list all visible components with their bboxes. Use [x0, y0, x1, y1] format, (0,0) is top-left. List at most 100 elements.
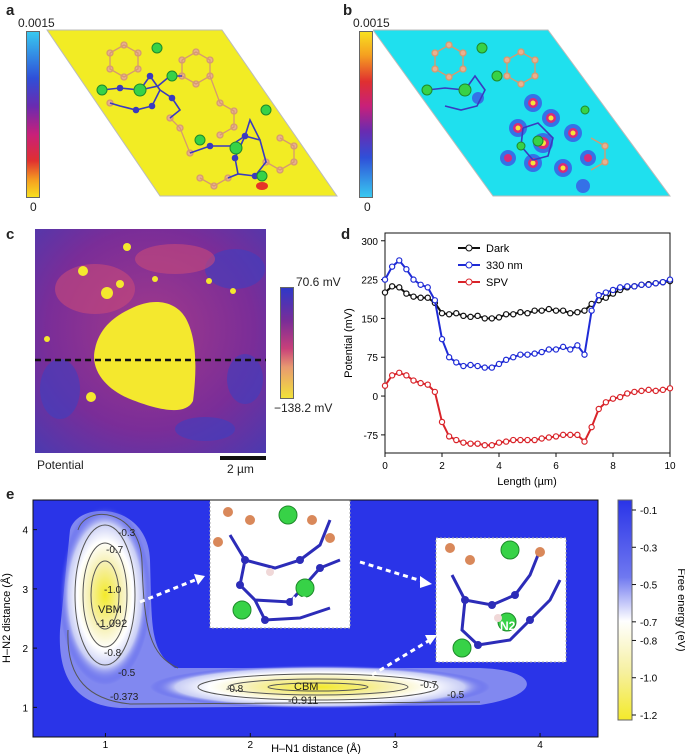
data-point — [403, 266, 410, 273]
data-point — [502, 438, 510, 445]
y-tick-label-d: 0 — [372, 392, 378, 403]
x-tick-label-e: 1 — [103, 740, 109, 751]
colorbar-tick-label-e: -0.3 — [640, 543, 658, 554]
data-point — [552, 307, 560, 314]
data-point — [396, 257, 403, 264]
svg-text:-0.5: -0.5 — [447, 690, 465, 701]
svg-text:-0.7: -0.7 — [106, 545, 124, 556]
data-point — [588, 307, 595, 314]
data-point — [431, 297, 439, 304]
data-point — [574, 431, 581, 439]
data-point — [666, 385, 674, 392]
data-point — [410, 276, 417, 283]
data-point — [595, 405, 602, 413]
data-point — [581, 351, 588, 358]
colorbar-a-max: 0.0015 — [18, 16, 55, 30]
data-point — [488, 364, 496, 371]
data-point — [517, 351, 524, 358]
colorbar-c — [280, 287, 294, 399]
data-point — [403, 290, 410, 297]
x-tick-label-d: 8 — [610, 461, 616, 472]
vbm-value: -1.092 — [96, 618, 127, 630]
svg-text:-0.8: -0.8 — [226, 684, 244, 695]
data-point — [467, 361, 474, 369]
svg-text:-0.8: -0.8 — [104, 648, 122, 659]
y-axis-label-e: H–N2 distance (Å) — [0, 573, 13, 663]
data-point — [424, 294, 431, 301]
charge-density-map-a — [46, 29, 338, 197]
data-point — [652, 387, 659, 395]
data-point — [595, 291, 602, 299]
data-point — [559, 307, 567, 314]
legend-330nm: 330 nm — [486, 260, 523, 272]
x-tick-label-e: 2 — [248, 740, 254, 751]
inset-right-n1: N1 — [466, 603, 482, 617]
data-point — [602, 289, 610, 296]
legend-d: Dark 330 nm SPV — [458, 243, 523, 289]
data-point — [559, 343, 567, 351]
colorbar-a — [26, 31, 40, 198]
panel-label-e: e — [6, 486, 15, 503]
y-tick-label-d: 300 — [361, 237, 378, 248]
x-tick-label-e: 4 — [537, 740, 543, 751]
colorbar-e — [617, 499, 633, 721]
x-axis-label-d: Length (µm) — [497, 476, 557, 488]
x-tick-label-e: 3 — [392, 740, 398, 751]
data-point — [545, 305, 553, 313]
inset-left-n2: N2 — [292, 594, 308, 608]
data-point — [403, 372, 410, 379]
inset-right-n2: N2 — [500, 619, 516, 633]
data-point — [517, 308, 524, 316]
cbm-label: CBM — [294, 681, 318, 693]
data-point — [524, 310, 531, 317]
data-point — [510, 311, 517, 318]
charge-density-map-b — [373, 29, 671, 197]
colorbar-tick-label-e: -1.2 — [640, 711, 658, 722]
data-point — [474, 362, 481, 370]
data-point — [438, 310, 446, 317]
contour-lines — [67, 514, 481, 705]
svg-text:-0.5: -0.5 — [118, 668, 136, 679]
data-point — [552, 346, 560, 353]
colorbar-b — [359, 31, 373, 198]
data-point — [602, 294, 610, 301]
x-tick-label-d: 10 — [664, 461, 676, 472]
data-point — [381, 289, 389, 296]
data-point — [417, 281, 424, 288]
data-point — [538, 435, 545, 442]
data-point — [474, 440, 481, 447]
data-point — [616, 284, 624, 291]
data-point — [460, 439, 467, 446]
data-point — [538, 307, 545, 314]
colorbar-a-min: 0 — [30, 200, 37, 214]
data-point — [388, 372, 396, 379]
data-point — [645, 386, 652, 394]
flake — [94, 302, 196, 411]
data-point — [495, 439, 503, 446]
x-tick-label-d: 0 — [382, 461, 388, 472]
data-point — [445, 354, 453, 361]
data-point — [609, 395, 617, 402]
plot-frame-e — [32, 499, 599, 738]
data-point — [438, 335, 446, 343]
data-point — [567, 346, 574, 353]
y-tick-label-e: 4 — [22, 526, 28, 537]
data-point — [638, 387, 645, 395]
inset-right-h: H — [477, 619, 486, 633]
panel-label-a: a — [6, 2, 15, 19]
data-point — [652, 280, 659, 287]
transition-arrows — [139, 560, 431, 677]
data-point — [510, 436, 517, 444]
data-point — [524, 436, 531, 444]
data-point — [559, 431, 567, 439]
data-point — [574, 308, 581, 316]
data-point — [659, 386, 667, 394]
scalebar-label: 2 µm — [227, 462, 254, 476]
data-point — [467, 440, 474, 447]
data-point — [453, 359, 460, 366]
svg-text:-0.373: -0.373 — [110, 692, 139, 703]
data-point — [460, 362, 467, 370]
x-axis-label-e: H–N1 distance (Å) — [271, 742, 361, 754]
data-point — [631, 283, 638, 290]
data-point — [396, 284, 403, 291]
